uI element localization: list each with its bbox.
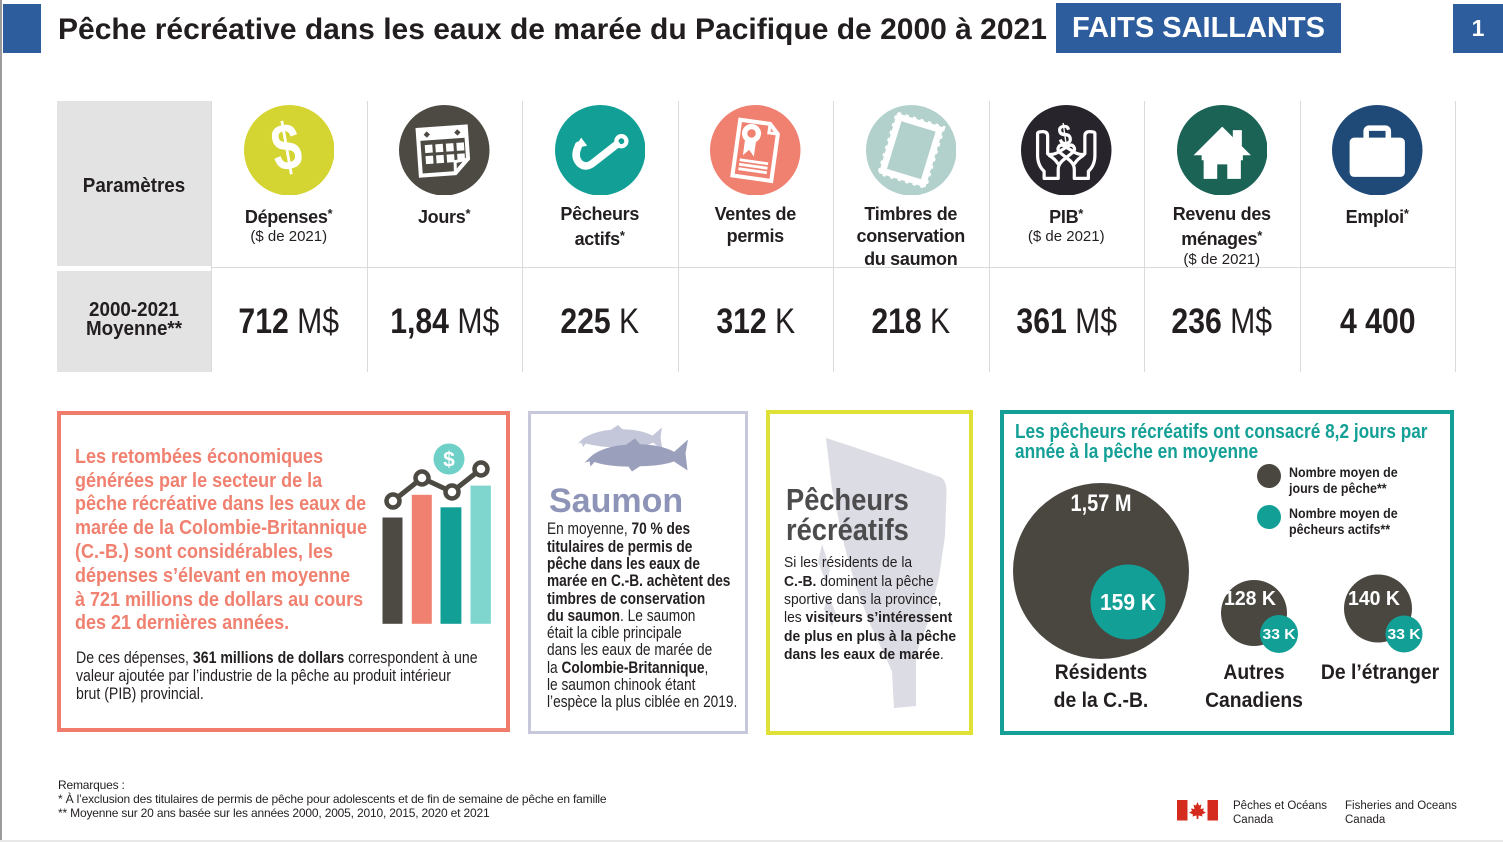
svg-text:159 K: 159 K bbox=[1100, 589, 1156, 615]
svg-text:33 K: 33 K bbox=[1388, 626, 1421, 643]
svg-text:1,57 M: 1,57 M bbox=[1071, 490, 1132, 517]
svg-text:140 K: 140 K bbox=[1348, 588, 1401, 610]
svg-text:128 K: 128 K bbox=[1224, 588, 1277, 610]
svg-text:$: $ bbox=[443, 449, 455, 472]
svg-text:33 K: 33 K bbox=[1263, 626, 1296, 643]
